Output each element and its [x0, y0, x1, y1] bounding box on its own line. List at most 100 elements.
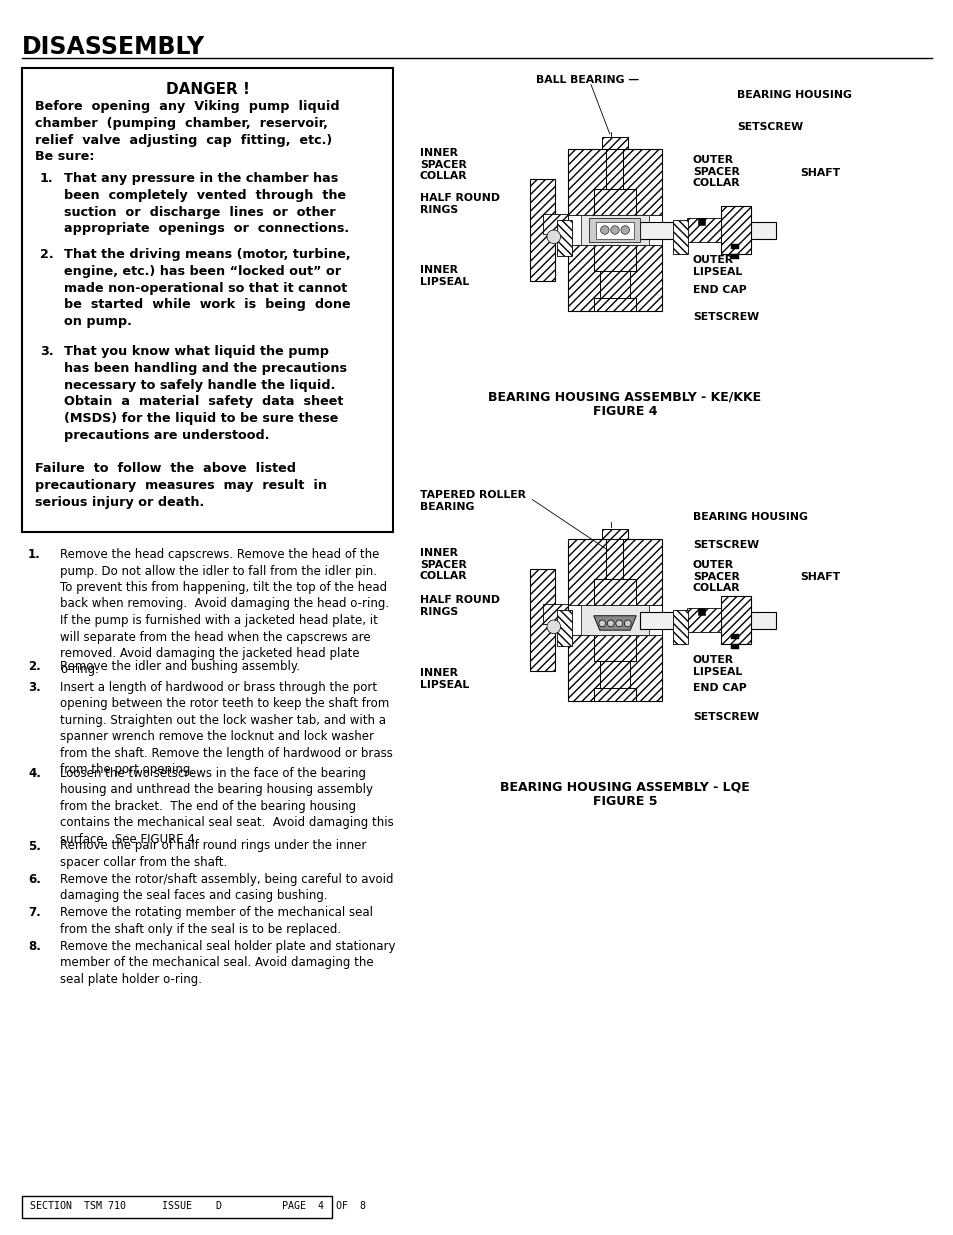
Bar [557, 220, 572, 256]
Bar [530, 569, 555, 671]
Bar [580, 215, 648, 246]
Text: BEARING HOUSING: BEARING HOUSING [692, 513, 807, 522]
Text: INNER
SPACER
COLLAR: INNER SPACER COLLAR [419, 548, 467, 582]
Text: That any pressure in the chamber has
been  completely  vented  through  the
suct: That any pressure in the chamber has bee… [64, 172, 349, 236]
Bar [22, 1195, 332, 1218]
Text: Failure  to  follow  the  above  listed
precautionary  measures  may  result  in: Failure to follow the above listed preca… [35, 462, 327, 509]
Text: 3.: 3. [40, 345, 53, 358]
Polygon shape [593, 616, 636, 630]
Bar [672, 610, 687, 643]
Text: INNER
LIPSEAL: INNER LIPSEAL [419, 668, 469, 689]
Bar [593, 189, 636, 215]
Bar [530, 179, 555, 282]
Bar [599, 661, 630, 688]
Text: BEARING HOUSING ASSEMBLY - KE/KKE
FIGURE 4: BEARING HOUSING ASSEMBLY - KE/KKE FIGURE… [488, 390, 760, 417]
Bar [606, 147, 623, 189]
Bar [639, 611, 776, 629]
Text: 2.: 2. [40, 248, 53, 261]
Bar [698, 219, 704, 225]
Text: 1.: 1. [40, 172, 53, 185]
Bar [698, 608, 704, 615]
Bar [596, 221, 633, 238]
Bar [542, 214, 568, 235]
Text: Before  opening  any  Viking  pump  liquid
chamber  (pumping  chamber,  reservoi: Before opening any Viking pump liquid ch… [35, 100, 339, 163]
Text: 2.: 2. [28, 661, 41, 673]
Text: That you know what liquid the pump
has been handling and the precautions
necessa: That you know what liquid the pump has b… [64, 345, 347, 442]
Text: That the driving means (motor, turbine,
engine, etc.) has been “locked out” or
m: That the driving means (motor, turbine, … [64, 248, 351, 329]
Text: 8.: 8. [28, 940, 41, 952]
Bar [557, 610, 572, 646]
Text: OUTER
LIPSEAL: OUTER LIPSEAL [692, 254, 741, 277]
Text: SETSCREW: SETSCREW [692, 713, 759, 722]
Text: TAPERED ROLLER
BEARING: TAPERED ROLLER BEARING [419, 490, 525, 511]
Bar [606, 537, 623, 579]
Bar [568, 149, 661, 311]
Text: Loosen the two setscrews in the face of the bearing
housing and unthread the bea: Loosen the two setscrews in the face of … [60, 767, 394, 846]
Text: DANGER !: DANGER ! [166, 82, 249, 98]
Text: 1.: 1. [28, 548, 41, 561]
Bar [686, 608, 720, 632]
Circle shape [620, 226, 629, 235]
Text: BALL BEARING —: BALL BEARING — [536, 75, 639, 85]
Bar [686, 219, 720, 242]
Text: 5.: 5. [28, 840, 41, 852]
Bar [593, 246, 636, 270]
Circle shape [616, 620, 622, 627]
Text: HALF ROUND
RINGS: HALF ROUND RINGS [419, 193, 499, 215]
Bar [568, 540, 661, 700]
Circle shape [607, 620, 614, 627]
Text: Remove the head capscrews. Remove the head of the
pump. Do not allow the idler t: Remove the head capscrews. Remove the he… [60, 548, 389, 677]
Circle shape [546, 230, 560, 243]
Bar [720, 597, 750, 643]
Text: INNER
SPACER
COLLAR: INNER SPACER COLLAR [419, 148, 467, 182]
Text: Remove the pair of half round rings under the inner
spacer collar from the shaft: Remove the pair of half round rings unde… [60, 840, 366, 869]
Text: SHAFT: SHAFT [800, 572, 840, 582]
Bar [593, 298, 636, 311]
Bar [542, 604, 568, 624]
Bar [593, 579, 636, 605]
Text: 4.: 4. [28, 767, 41, 779]
Bar [580, 605, 648, 635]
Text: OUTER
SPACER
COLLAR: OUTER SPACER COLLAR [692, 156, 740, 188]
Text: Remove the rotating member of the mechanical seal
from the shaft only if the sea: Remove the rotating member of the mechan… [60, 906, 373, 936]
Text: Remove the mechanical seal holder plate and stationary
member of the mechanical : Remove the mechanical seal holder plate … [60, 940, 395, 986]
Text: SETSCREW: SETSCREW [692, 540, 759, 550]
Text: DISASSEMBLY: DISASSEMBLY [22, 35, 205, 59]
Text: BEARING HOUSING ASSEMBLY - LQE
FIGURE 5: BEARING HOUSING ASSEMBLY - LQE FIGURE 5 [499, 781, 749, 808]
Bar [601, 137, 627, 149]
Text: HALF ROUND
RINGS: HALF ROUND RINGS [419, 595, 499, 616]
Bar [730, 243, 739, 248]
Bar [22, 68, 393, 532]
Circle shape [610, 226, 618, 235]
Text: Insert a length of hardwood or brass through the port
opening between the rotor : Insert a length of hardwood or brass thr… [60, 680, 393, 776]
Bar [593, 635, 636, 661]
Bar [730, 634, 739, 638]
Text: SETSCREW: SETSCREW [692, 312, 759, 322]
Bar [589, 219, 639, 242]
Circle shape [546, 620, 560, 634]
Text: Remove the rotor/shaft assembly, being careful to avoid
damaging the seal faces : Remove the rotor/shaft assembly, being c… [60, 873, 393, 903]
Text: SHAFT: SHAFT [800, 168, 840, 178]
Bar [730, 254, 739, 259]
Bar [599, 270, 630, 298]
Circle shape [623, 620, 631, 627]
Text: OUTER
SPACER
COLLAR: OUTER SPACER COLLAR [692, 559, 740, 593]
Circle shape [598, 620, 605, 627]
Bar [593, 688, 636, 700]
Bar [568, 605, 661, 635]
Text: 6.: 6. [28, 873, 41, 885]
Bar [601, 529, 627, 540]
Bar [730, 643, 739, 648]
Text: SECTION  TSM 710      ISSUE    D          PAGE  4  OF  8: SECTION TSM 710 ISSUE D PAGE 4 OF 8 [30, 1200, 366, 1212]
Text: END CAP: END CAP [692, 285, 746, 295]
Text: Remove the idler and bushing assembly.: Remove the idler and bushing assembly. [60, 661, 299, 673]
Bar [720, 206, 750, 254]
Circle shape [600, 226, 608, 235]
Text: END CAP: END CAP [692, 683, 746, 693]
Text: BEARING HOUSING: BEARING HOUSING [737, 90, 851, 100]
Bar [639, 221, 776, 238]
Text: 3.: 3. [28, 680, 41, 694]
Bar [672, 220, 687, 254]
Text: SETSCREW: SETSCREW [737, 122, 802, 132]
Text: 7.: 7. [28, 906, 41, 919]
